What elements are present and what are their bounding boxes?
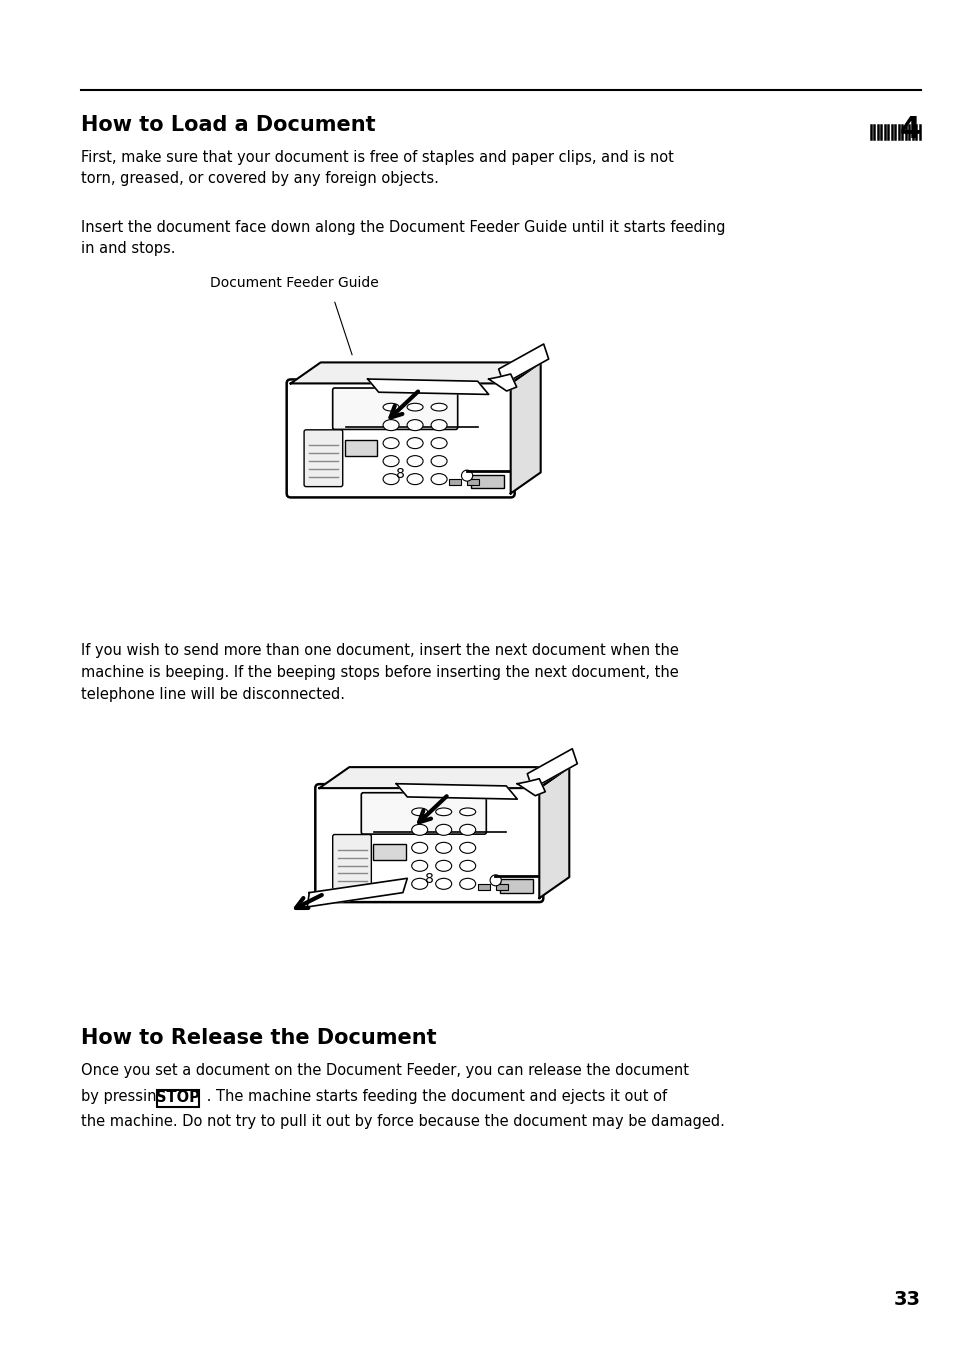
Ellipse shape: [431, 403, 447, 411]
Ellipse shape: [412, 824, 427, 835]
Bar: [477, 884, 489, 890]
Ellipse shape: [383, 473, 398, 484]
Text: Document Feeder Guide: Document Feeder Guide: [210, 277, 378, 290]
Ellipse shape: [431, 473, 447, 484]
Text: How to Load a Document: How to Load a Document: [81, 115, 375, 135]
Bar: [157, 1090, 199, 1106]
Ellipse shape: [459, 842, 476, 854]
Bar: [499, 880, 532, 893]
Bar: [449, 479, 460, 486]
Polygon shape: [319, 768, 569, 788]
Text: by pressing: by pressing: [81, 1089, 171, 1103]
Ellipse shape: [383, 403, 398, 411]
Ellipse shape: [412, 842, 427, 854]
Text: 4: 4: [899, 115, 920, 143]
Ellipse shape: [383, 437, 398, 449]
FancyBboxPatch shape: [315, 784, 542, 902]
Polygon shape: [517, 778, 545, 796]
Ellipse shape: [431, 420, 447, 430]
Text: How to Release the Document: How to Release the Document: [81, 1028, 436, 1048]
Polygon shape: [527, 749, 577, 789]
Polygon shape: [498, 344, 548, 384]
Polygon shape: [367, 379, 488, 394]
Ellipse shape: [436, 878, 451, 889]
Text: . The machine starts feeding the document and ejects it out of: . The machine starts feeding the documen…: [202, 1089, 666, 1103]
Bar: [467, 479, 478, 486]
Ellipse shape: [407, 403, 422, 411]
Text: Once you set a document on the Document Feeder, you can release the document: Once you set a document on the Document …: [81, 1063, 688, 1078]
Ellipse shape: [412, 808, 427, 816]
Ellipse shape: [407, 420, 422, 430]
Ellipse shape: [436, 808, 451, 816]
FancyBboxPatch shape: [333, 835, 371, 892]
Polygon shape: [291, 363, 540, 383]
Ellipse shape: [459, 861, 476, 871]
Text: STOP: STOP: [156, 1090, 200, 1105]
Ellipse shape: [459, 878, 476, 889]
Polygon shape: [395, 784, 517, 799]
Bar: [471, 475, 503, 488]
Text: First, make sure that your document is free of staples and paper clips, and is n: First, make sure that your document is f…: [81, 150, 673, 186]
Text: 8: 8: [424, 871, 434, 886]
Ellipse shape: [459, 808, 476, 816]
Ellipse shape: [407, 456, 422, 467]
Ellipse shape: [412, 878, 427, 889]
Ellipse shape: [383, 420, 398, 430]
Polygon shape: [488, 374, 517, 391]
FancyBboxPatch shape: [304, 430, 342, 487]
Polygon shape: [307, 878, 407, 907]
FancyBboxPatch shape: [333, 389, 457, 429]
Text: the machine. Do not try to pull it out by force because the document may be dama: the machine. Do not try to pull it out b…: [81, 1114, 724, 1129]
Bar: [496, 884, 507, 890]
Polygon shape: [510, 363, 540, 494]
Ellipse shape: [431, 437, 447, 449]
Ellipse shape: [383, 456, 398, 467]
Ellipse shape: [407, 437, 422, 449]
Ellipse shape: [407, 473, 422, 484]
Ellipse shape: [412, 861, 427, 871]
Text: 33: 33: [893, 1290, 920, 1309]
Bar: [344, 440, 376, 456]
Text: 8: 8: [395, 467, 405, 482]
Text: Insert the document face down along the Document Feeder Guide until it starts fe: Insert the document face down along the …: [81, 220, 725, 256]
Polygon shape: [538, 768, 569, 898]
Ellipse shape: [459, 824, 476, 835]
Ellipse shape: [436, 842, 451, 854]
Ellipse shape: [436, 861, 451, 871]
Text: If you wish to send more than one document, insert the next document when the
ma: If you wish to send more than one docume…: [81, 643, 679, 701]
FancyBboxPatch shape: [287, 379, 514, 498]
Ellipse shape: [436, 824, 451, 835]
Ellipse shape: [431, 456, 447, 467]
Ellipse shape: [461, 469, 472, 482]
Ellipse shape: [490, 874, 500, 886]
FancyBboxPatch shape: [361, 793, 486, 834]
Bar: [373, 844, 405, 861]
